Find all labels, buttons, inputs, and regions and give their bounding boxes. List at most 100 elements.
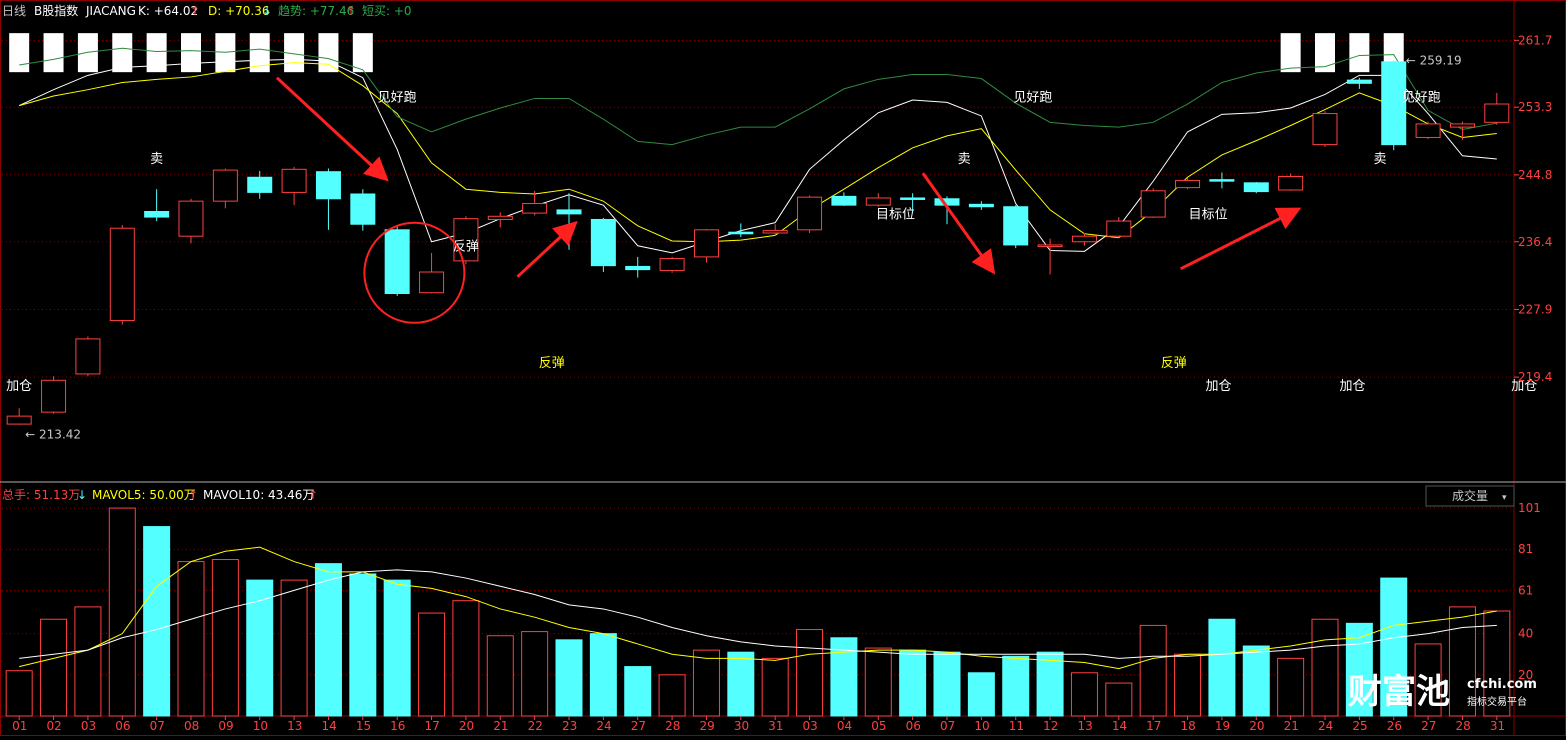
date-tick-label: 17 bbox=[1146, 719, 1161, 733]
date-tick-label: 06 bbox=[115, 719, 130, 733]
volume-tick-label: 40 bbox=[1518, 627, 1533, 641]
watermark-logo: 财富池 bbox=[1348, 672, 1450, 712]
signal-annotation: 反弹 bbox=[539, 356, 565, 371]
candle-body bbox=[1175, 179, 1201, 189]
volume-bar bbox=[727, 651, 755, 717]
candle bbox=[178, 198, 204, 244]
volume-bar bbox=[1414, 643, 1442, 717]
candle bbox=[1278, 173, 1304, 191]
volume-bar bbox=[555, 639, 583, 717]
mavol5-up-arrow-icon: ↑ bbox=[188, 488, 198, 502]
candle bbox=[1484, 92, 1510, 125]
date-tick-label: 04 bbox=[837, 719, 852, 733]
volume-bar bbox=[1036, 651, 1064, 717]
candle-body bbox=[590, 218, 616, 267]
date-tick-label: 10 bbox=[974, 719, 989, 733]
axes: 261.7253.3244.8236.4227.9219.41018161402… bbox=[12, 33, 1552, 733]
candle-body bbox=[1312, 113, 1338, 146]
date-tick-label: 28 bbox=[665, 719, 680, 733]
trend-value: 趋势: +77.46 bbox=[278, 4, 354, 18]
candle-body bbox=[934, 198, 960, 206]
red-arrow-icon bbox=[516, 220, 578, 278]
volume-bar bbox=[1002, 655, 1030, 717]
chart-header: 日线 B股指数 JIACANG K: +64.02 ↑ D: +70.36 ↓ … bbox=[2, 3, 412, 18]
date-tick-label: 21 bbox=[493, 719, 508, 733]
volume-selector-label[interactable]: 成交量 bbox=[1452, 488, 1488, 503]
candle bbox=[1381, 60, 1407, 151]
candle bbox=[41, 376, 67, 414]
volume-bar bbox=[521, 631, 549, 717]
candle-body bbox=[1106, 220, 1132, 237]
decorations bbox=[275, 76, 1302, 324]
total-volume: 总手: 51.13万 bbox=[2, 488, 80, 502]
mavol10-up-arrow-icon: ↑ bbox=[308, 488, 318, 502]
signal-annotation: 见好跑 bbox=[378, 91, 417, 106]
volume-bar bbox=[143, 526, 171, 717]
candle bbox=[1106, 217, 1132, 238]
signal-annotation: 加仓 bbox=[1511, 379, 1537, 394]
trend-up-arrow-icon: ↑ bbox=[346, 4, 356, 18]
k-value: K: +64.02 bbox=[138, 4, 198, 18]
candle-body bbox=[315, 171, 341, 200]
candle-body bbox=[865, 197, 891, 206]
trend-signal-block bbox=[318, 33, 339, 73]
candle-body bbox=[1415, 123, 1441, 138]
volume-bar bbox=[933, 651, 961, 717]
date-tick-label: 23 bbox=[562, 719, 577, 733]
candle bbox=[281, 166, 307, 206]
volume-bar bbox=[1311, 618, 1339, 717]
candle bbox=[797, 195, 823, 233]
trend-signal-block bbox=[249, 33, 270, 73]
candle-body bbox=[1037, 244, 1063, 247]
volume-bar bbox=[314, 563, 342, 717]
date-tick-label: 28 bbox=[1455, 719, 1470, 733]
volume-selector-box[interactable] bbox=[1425, 485, 1515, 507]
short-buy-value: 短买: +0 bbox=[362, 4, 412, 18]
date-tick-label: 24 bbox=[1318, 719, 1333, 733]
volume-bar bbox=[383, 579, 411, 717]
date-tick-label: 02 bbox=[47, 719, 62, 733]
date-tick-label: 19 bbox=[1215, 719, 1230, 733]
candle-body bbox=[247, 176, 273, 193]
volume-bar bbox=[418, 612, 446, 717]
date-tick-label: 31 bbox=[768, 719, 783, 733]
price-tick-label: 236.4 bbox=[1518, 235, 1552, 249]
line-mavol5 bbox=[19, 546, 1497, 670]
signal-annotation: 卖 bbox=[958, 152, 971, 167]
candle-body bbox=[487, 215, 513, 220]
indicator-name: JIACANG bbox=[85, 4, 136, 18]
candle bbox=[350, 189, 376, 231]
candle-body bbox=[281, 168, 307, 193]
volume-tick-label: 101 bbox=[1518, 501, 1541, 515]
candle-body bbox=[1140, 190, 1166, 218]
candle-body bbox=[659, 257, 685, 271]
candle-body bbox=[797, 196, 823, 231]
candle-body bbox=[1243, 182, 1269, 193]
candle-body bbox=[109, 227, 135, 322]
candle-body bbox=[1346, 79, 1372, 84]
signal-annotation: 见好跑 bbox=[1013, 91, 1052, 106]
date-tick-label: 13 bbox=[1077, 719, 1092, 733]
volume-bar bbox=[177, 561, 205, 717]
chevron-down-icon[interactable]: ▾ bbox=[1502, 493, 1507, 503]
date-tick-label: 08 bbox=[184, 719, 199, 733]
trend-signal-block bbox=[352, 33, 373, 73]
candle-body bbox=[762, 230, 788, 234]
candle bbox=[1346, 77, 1372, 89]
date-tick-label: 05 bbox=[871, 719, 886, 733]
date-tick-label: 29 bbox=[699, 719, 714, 733]
candle bbox=[590, 217, 616, 273]
watermark-tagline: 指标交易平台 bbox=[1467, 695, 1527, 708]
volume-selector[interactable]: 成交量 ▾ bbox=[1425, 485, 1515, 507]
candle-body bbox=[384, 229, 410, 295]
candle bbox=[900, 193, 926, 212]
d-value: D: +70.36 bbox=[208, 4, 270, 18]
volume-bar bbox=[74, 606, 102, 717]
candle-body bbox=[212, 169, 238, 202]
volume-tick-label: 81 bbox=[1518, 542, 1533, 556]
signal-annotation: 卖 bbox=[1373, 152, 1386, 167]
volume-panel bbox=[5, 507, 1511, 717]
volume-tick-label: 61 bbox=[1518, 583, 1533, 597]
candle-body bbox=[968, 203, 994, 208]
